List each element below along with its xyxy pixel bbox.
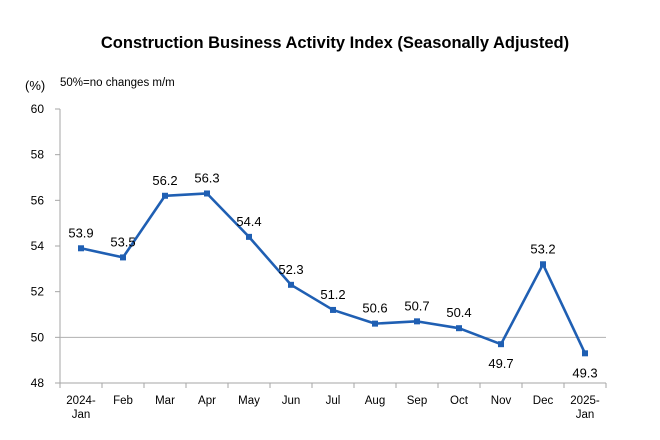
data-point <box>498 341 504 348</box>
data-label: 53.9 <box>68 225 93 240</box>
chart-note: 50%=no changes m/m <box>60 77 175 89</box>
x-tick-label-line: Apr <box>198 395 216 407</box>
x-tick-label-line: Oct <box>450 395 469 407</box>
x-tick-label-line: 2024- <box>66 395 96 407</box>
data-label: 49.7 <box>488 356 513 371</box>
y-tick-label: 56 <box>31 193 45 207</box>
x-tick-label: Dec <box>533 395 554 407</box>
x-tick-label-line: May <box>238 395 260 407</box>
data-label: 50.7 <box>404 298 429 313</box>
x-tick-label-line: 2025- <box>570 395 600 407</box>
x-tick-label-line: Nov <box>491 395 512 407</box>
data-label: 52.3 <box>278 262 303 277</box>
data-point <box>120 254 126 261</box>
y-tick-label: 50 <box>31 330 45 344</box>
y-tick-label: 58 <box>31 148 45 162</box>
data-point <box>246 233 252 240</box>
x-tick-label-line: Jan <box>576 409 595 421</box>
data-point <box>540 261 546 268</box>
x-tick-label: 2025- Jan <box>570 395 600 421</box>
data-point <box>162 192 168 199</box>
x-tick-label: May <box>238 395 260 407</box>
data-label: 56.2 <box>152 173 177 188</box>
data-label: 53.5 <box>110 234 135 249</box>
x-tick-label: Feb <box>113 395 133 407</box>
x-tick-label-line: Dec <box>533 395 554 407</box>
data-point <box>288 281 294 288</box>
data-label: 50.6 <box>362 301 387 316</box>
data-point <box>582 350 588 357</box>
data-label: 56.3 <box>194 170 219 185</box>
plot-area: 48 50 52 54 56 58 60 2024- Jan Feb Mar Apr May Jun Jul… <box>31 102 607 421</box>
chart-title: Construction Business Activity Index (Se… <box>101 34 569 52</box>
x-tick-label: Sep <box>407 395 427 407</box>
x-tick-label-line: Jan <box>72 409 91 421</box>
y-tick-label: 60 <box>31 102 45 116</box>
x-tick-label: Oct <box>450 395 469 407</box>
x-tick-label: Jul <box>326 395 341 407</box>
x-tick-label: Aug <box>365 395 385 407</box>
data-label: 50.4 <box>446 305 471 320</box>
data-point <box>372 320 378 327</box>
data-label: 53.2 <box>530 241 555 256</box>
y-tick-label: 48 <box>31 376 45 390</box>
x-tick-label: Mar <box>155 395 175 407</box>
y-tick-label: 54 <box>31 239 45 253</box>
data-point <box>456 325 462 332</box>
x-tick-label-line: Jul <box>326 395 341 407</box>
x-tick-label: Nov <box>491 395 512 407</box>
data-point <box>204 190 210 197</box>
x-tick-label-line: Sep <box>407 395 427 407</box>
data-label: 54.4 <box>236 214 261 229</box>
y-tick-label: 52 <box>31 285 45 299</box>
data-point <box>78 245 84 252</box>
x-tick-label: 2024- Jan <box>66 395 96 421</box>
x-tick-label-line: Mar <box>155 395 175 407</box>
data-label: 49.3 <box>572 365 597 380</box>
x-tick-label-line: Feb <box>113 395 133 407</box>
x-tick-label-line: Aug <box>365 395 385 407</box>
data-label: 51.2 <box>320 287 345 302</box>
x-tick-label: Jun <box>282 395 301 407</box>
y-axis-unit: (%) <box>25 78 45 93</box>
data-point <box>330 306 336 313</box>
data-point <box>414 318 420 325</box>
x-tick-label-line: Jun <box>282 395 301 407</box>
x-tick-label: Apr <box>198 395 216 407</box>
series-line <box>80 192 587 354</box>
